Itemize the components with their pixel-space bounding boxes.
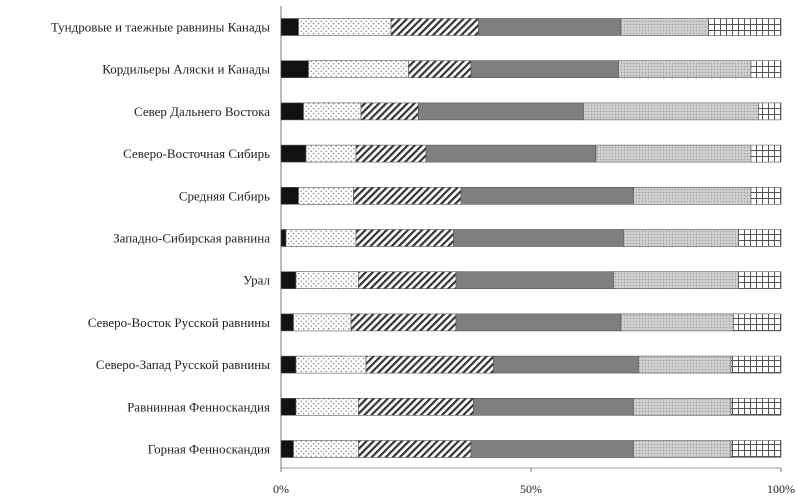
bar-segment-6 [730,397,782,416]
bar-segment-2 [303,102,362,121]
bar-segment-6 [733,313,782,332]
bar-segment-4 [460,187,634,205]
bar-segment-1 [280,187,299,205]
bar-segment-5 [583,102,759,121]
bar-segment-3 [408,60,472,79]
bar-segment-4 [455,313,622,332]
bar-segment-6 [750,60,782,79]
bar-segment-2 [305,144,357,163]
bar-segment-3 [355,144,427,163]
bar-segment-6 [750,144,782,163]
bar-segment-4 [473,397,634,416]
bar-segment-3 [358,271,457,290]
category-label: Равнинная Фенноскандия [127,399,270,414]
category-label: Горная Фенноскандия [148,442,270,457]
bar-segment-6 [738,229,782,247]
bar-segment-1 [280,271,297,290]
bar-segment-3 [390,18,479,36]
bar-segment-4 [493,355,639,374]
bar-segment-3 [353,187,462,205]
bar-segment-1 [280,144,307,163]
x-tick-label: 50% [520,482,542,496]
bar-segment-2 [293,313,352,332]
bar-segment-2 [298,18,392,36]
bar-segment-2 [295,397,359,416]
bar-segment-5 [623,229,739,247]
bar-segment-2 [298,187,354,205]
bar-segment-6 [730,355,782,374]
bar-segment-3 [358,440,472,458]
bar-segment-2 [308,60,409,79]
bar-segment-6 [708,18,782,36]
bar-segment-1 [280,102,304,121]
category-label: Урал [243,273,270,288]
bar-segment-5 [633,397,732,416]
bar-segment-1 [280,18,299,36]
bar-segment-6 [730,440,782,458]
bar-segment-4 [455,271,614,290]
bar-segment-5 [620,18,709,36]
bar-segment-5 [595,144,752,163]
bar-segment-3 [358,397,474,416]
bar-segment-1 [280,397,297,416]
bar-segment-2 [293,440,359,458]
bar-segment-6 [750,187,782,205]
bar-segment-6 [758,102,782,121]
bar-segment-2 [295,355,367,374]
bar-segment-4 [425,144,597,163]
bar-segment-5 [633,187,752,205]
bar-segment-4 [470,440,634,458]
category-label: Тундровые и таежные равнины Канады [51,20,270,35]
bar-segment-5 [620,313,734,332]
bar-segment-3 [365,355,494,374]
category-label: Средняя Сибирь [179,188,270,203]
bar-segment-2 [295,271,359,290]
bar-segment-5 [618,60,752,79]
bar-segment-1 [280,355,297,374]
bar-segment-1 [280,60,309,79]
bar-segment-1 [280,313,294,332]
bar-segment-5 [638,355,732,374]
bar-segment-3 [355,229,454,247]
category-label: Западно-Сибирская равнина [113,231,270,246]
plot-area: 0% 50% 100% Тундровые и таежные равнины Кан… [51,6,795,496]
bar-segment-3 [360,102,419,121]
bar-segment-4 [418,102,584,121]
category-label: Кордильеры Аляски и Канады [102,62,270,77]
x-tick-label: 100% [767,482,795,496]
bar-segment-6 [738,271,782,290]
category-label: Северо-Запад Русской равнины [96,357,270,372]
bar-segment-1 [280,440,294,458]
bar-segment-5 [613,271,739,290]
bar-segment-4 [453,229,624,247]
bar-segment-4 [478,18,622,36]
category-label: Северо-Восток Русской равнины [88,315,271,330]
category-label: Северо-Восточная Сибирь [123,146,270,161]
category-label: Север Дальнего Востока [134,104,270,119]
bar-segment-5 [633,440,732,458]
bar-segment-2 [285,229,357,247]
x-tick-label: 0% [273,482,289,496]
bar-segment-3 [350,313,457,332]
bar-segment-4 [470,60,619,79]
bar-segment-1 [280,229,287,247]
